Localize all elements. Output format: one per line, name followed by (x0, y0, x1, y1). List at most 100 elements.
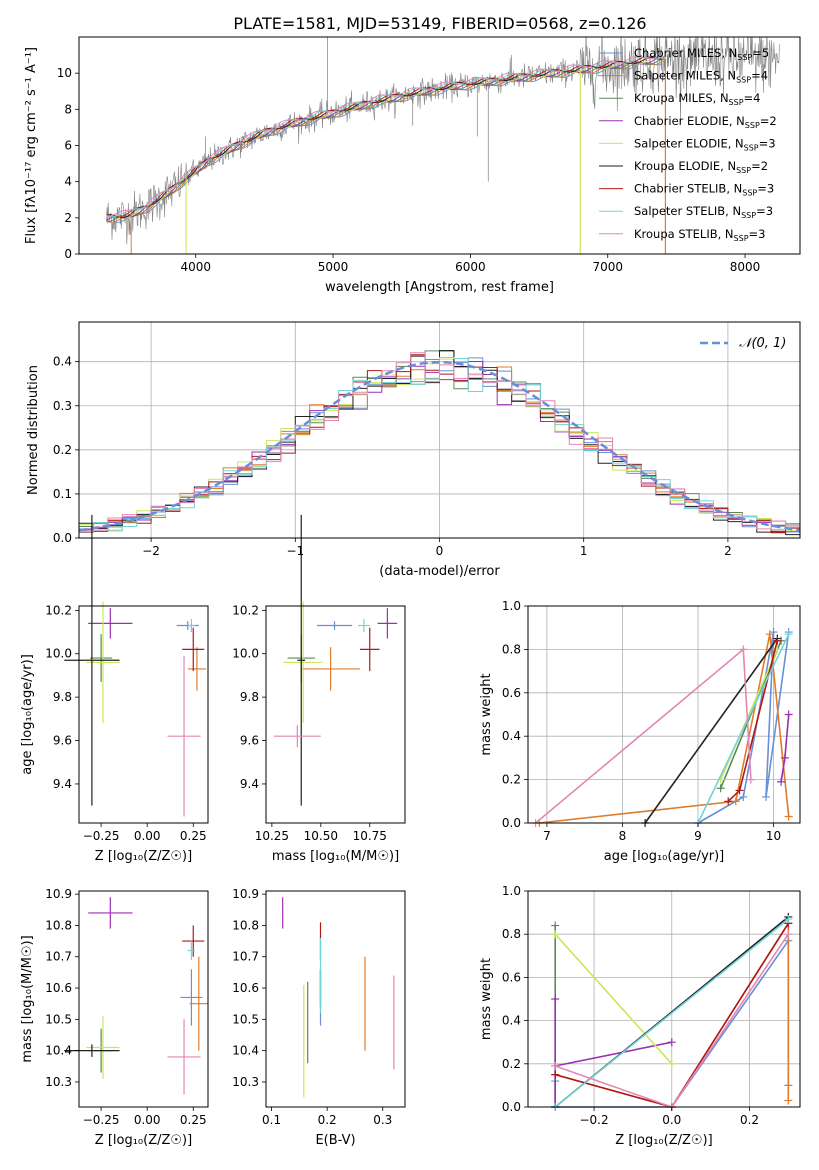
residual-xtick-label: 2 (724, 544, 732, 558)
legend-label-main: Kroupa MILES, N (634, 91, 729, 105)
spectrum-legend-label: Chabrier MILES, NSSP=5 (634, 46, 769, 62)
age-vs-z-ytick-label: 9.6 (53, 734, 72, 748)
spectrum-xtick-label: 5000 (318, 260, 349, 274)
spectrum-legend-label: Kroupa ELODIE, NSSP=2 (634, 159, 768, 175)
weight-vs-age-xtick-label: 7 (543, 829, 551, 843)
legend-label-suffix: =3 (749, 227, 766, 241)
mass-vs-ebv-ytick-label: 10.9 (232, 887, 259, 901)
weight-vs-z-marker (551, 995, 560, 1003)
spectrum-ytick-label: 10 (57, 66, 72, 80)
weight-vs-age-marker (735, 786, 744, 795)
age-vs-mass-xtick-label: 10.75 (353, 829, 387, 843)
residual-xtick-label: −1 (286, 544, 304, 558)
age-vs-z-ytick-label: 9.8 (53, 690, 72, 704)
residual-ylabel: Normed distribution (26, 365, 41, 495)
weight-vs-age-marker (762, 792, 770, 801)
residual-ytick-label: 0.2 (53, 443, 72, 457)
weight-vs-z-xtick-label: 0.0 (662, 1113, 681, 1127)
age-vs-mass-ytick-label: 10.0 (232, 647, 259, 661)
weight-vs-age-xtick-label: 10 (766, 829, 781, 843)
weight-vs-age-marker (765, 630, 774, 639)
legend-label-sub: SSP (742, 189, 757, 198)
weight-vs-age-xlabel: age [log₁₀(age/yr)] (604, 849, 725, 864)
weight-vs-age-marker (784, 812, 793, 821)
spectrum-legend-label: Salpeter STELIB, NSSP=3 (634, 204, 773, 220)
age-vs-mass-ytick-label: 9.4 (240, 777, 259, 791)
weight-vs-z-ytick-label: 1.0 (502, 884, 521, 898)
spectrum-xtick-label: 7000 (592, 260, 623, 274)
weight-vs-age-marker (784, 630, 793, 639)
age-vs-z-xtick-label: 0.00 (134, 829, 161, 843)
legend-label-suffix: =4 (744, 91, 761, 105)
mass-vs-ebv-xlabel: E(B-V) (315, 1133, 355, 1148)
weight-vs-z-xtick-label: −0.2 (579, 1113, 608, 1127)
mass-vs-ebv-ytick-label: 10.6 (232, 981, 259, 995)
age-vs-z-ytick-label: 9.4 (53, 777, 72, 791)
weight-vs-age-marker (731, 797, 740, 806)
mass-vs-z-ytick-label: 10.6 (45, 981, 72, 995)
age-vs-mass-ytick-label: 9.6 (240, 734, 259, 748)
weight-vs-age-series-line-1 (539, 634, 790, 824)
weight-vs-age-ytick-label: 0.8 (502, 642, 521, 656)
residual-ytick-label: 0.4 (53, 355, 72, 369)
weight-vs-age-series-line-5 (644, 638, 778, 824)
spectrum-model-line-8 (106, 53, 663, 217)
legend-label-suffix: =2 (751, 159, 768, 173)
weight-vs-age-ytick-label: 0.4 (502, 729, 521, 743)
weight-vs-z-marker (667, 1038, 676, 1047)
legend-label-main: Chabrier MILES, N (634, 46, 737, 60)
mass-vs-z-xtick-label: −0.25 (83, 1113, 120, 1127)
legend-label-main: Kroupa STELIB, N (634, 227, 734, 241)
weight-vs-z-marker (784, 1096, 793, 1105)
mass-vs-z-ytick-label: 10.9 (45, 887, 72, 901)
age-vs-mass-ytick-label: 10.2 (232, 603, 259, 617)
weight-vs-z-marker (784, 915, 793, 924)
mass-vs-ebv-ytick-label: 10.8 (232, 918, 259, 932)
mass-vs-ebv-xtick-label: 0.2 (318, 1113, 337, 1127)
legend-label-main: Chabrier ELODIE, N (634, 114, 745, 128)
mass-vs-z-ytick-label: 10.8 (45, 918, 72, 932)
weight-vs-age-xtick-label: 8 (619, 829, 627, 843)
weight-vs-z-ytick-label: 0.6 (502, 970, 521, 984)
weight-vs-age-marker (739, 645, 748, 654)
weight-vs-age-ylabel: mass weight (479, 673, 494, 755)
weight-vs-age-marker (739, 792, 748, 801)
mass-vs-ebv-frame (265, 890, 406, 1108)
spectrum-legend-label: Salpeter ELODIE, NSSP=3 (634, 136, 776, 152)
spectrum-legend-label: Kroupa STELIB, NSSP=3 (634, 227, 765, 243)
weight-vs-age-marker (716, 784, 725, 793)
residual-legend-label: 𝒩(0, 1) (739, 336, 786, 351)
spectrum-ytick-label: 6 (64, 139, 72, 153)
weight-vs-z-series-line-7 (554, 918, 789, 1108)
mass-vs-ebv-ytick-label: 10.4 (232, 1044, 259, 1058)
mass-vs-ebv-ytick-label: 10.7 (232, 950, 259, 964)
weight-vs-age-marker (773, 636, 782, 645)
age-vs-mass-frame (265, 605, 406, 824)
weight-vs-age-frame (527, 605, 801, 824)
spectrum-frame (78, 36, 801, 255)
legend-label-main: Salpeter STELIB, N (634, 204, 741, 218)
mass-vs-ebv-ytick-label: 10.5 (232, 1012, 259, 1026)
spectrum-xtick-label: 4000 (180, 260, 211, 274)
weight-vs-z-xlabel: Z [log₁₀(Z/Z☉)] (615, 1133, 712, 1148)
mass-vs-z-xlabel: Z [log₁₀(Z/Z☉)] (95, 1133, 192, 1148)
weight-vs-age-series-line-7 (697, 633, 790, 824)
age-vs-mass-xtick-label: 10.50 (304, 829, 338, 843)
weight-vs-age-ytick-label: 1.0 (502, 599, 521, 613)
data-layer (64, 37, 801, 1111)
legend-label-sub: SSP (736, 76, 751, 85)
weight-vs-z-marker (551, 921, 560, 930)
residual-xtick-label: 1 (580, 544, 588, 558)
legend-label-main: Kroupa ELODIE, N (634, 159, 736, 173)
weight-vs-z-ytick-label: 0.0 (502, 1100, 521, 1114)
weight-vs-z-series-line-3 (554, 999, 672, 1107)
weight-vs-z-marker (784, 930, 793, 939)
residual-ytick-label: 0.3 (53, 399, 72, 413)
legend-label-sub: SSP (737, 53, 752, 62)
spectrum-xtick-label: 8000 (730, 260, 761, 274)
age-vs-z-ytick-label: 10.2 (45, 603, 72, 617)
weight-vs-age-ytick-label: 0.2 (502, 773, 521, 787)
spectrum-legend-label: Salpeter MILES, NSSP=4 (634, 69, 768, 85)
spectrum-ytick-label: 0 (64, 247, 72, 261)
